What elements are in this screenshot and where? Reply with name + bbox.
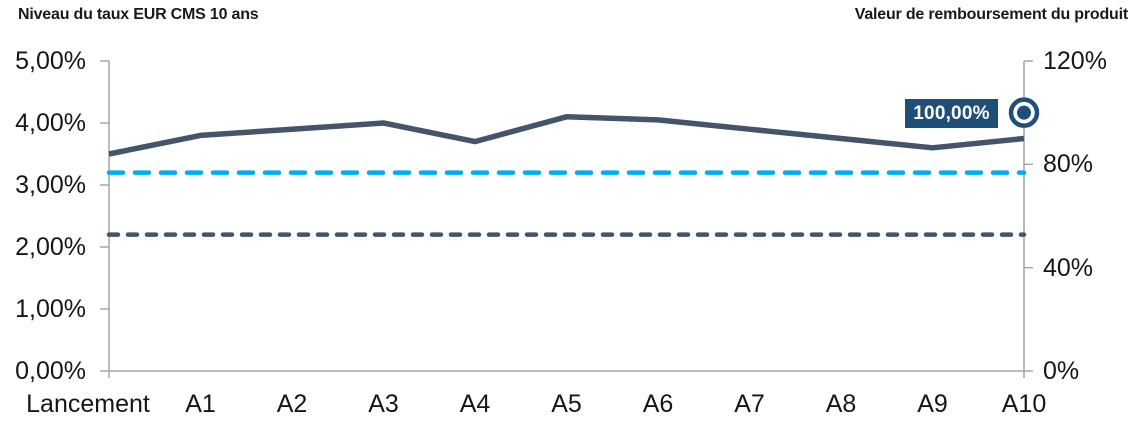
redemption-marker-dot	[1017, 105, 1031, 120]
x-axis-tick-label: A8	[825, 390, 857, 418]
left-axis-tick-label: 3,00%	[15, 171, 86, 199]
x-axis-tick-label: Lancement	[26, 390, 150, 418]
left-axis-title: Niveau du taux EUR CMS 10 ans	[18, 6, 259, 23]
x-axis-tick-label: A5	[551, 390, 582, 418]
right-axis-tick-label: 40%	[1043, 253, 1094, 282]
x-axis-tick-label: A1	[185, 390, 216, 418]
left-axis-tick-label: 1,00%	[15, 295, 86, 323]
x-axis-tick-label: A10	[1001, 390, 1047, 418]
left-axis-tick-label: 0,00%	[15, 357, 86, 385]
x-axis-tick-label: A4	[459, 390, 491, 418]
right-axis-tick-label: 80%	[1043, 150, 1094, 179]
x-axis-tick-label: A2	[276, 390, 308, 418]
left-axis-tick-label: 5,00%	[15, 47, 86, 75]
right-axis-tick-label: 120%	[1043, 47, 1107, 75]
right-axis-tick-label: 0%	[1043, 357, 1080, 385]
rate-series-line	[108, 114, 1025, 157]
right-axis-title: Valeur de remboursement du produit	[854, 6, 1128, 23]
left-axis-tick-label: 2,00%	[15, 233, 86, 261]
x-axis-tick-label: A3	[368, 390, 399, 418]
left-axis-tick-label: 4,00%	[15, 109, 86, 137]
x-axis-tick-label: A9	[917, 390, 948, 418]
x-axis-tick-label: A6	[642, 390, 674, 418]
final-value-callout: 100,00%	[905, 99, 998, 128]
x-axis-tick-label: A7	[734, 390, 765, 418]
